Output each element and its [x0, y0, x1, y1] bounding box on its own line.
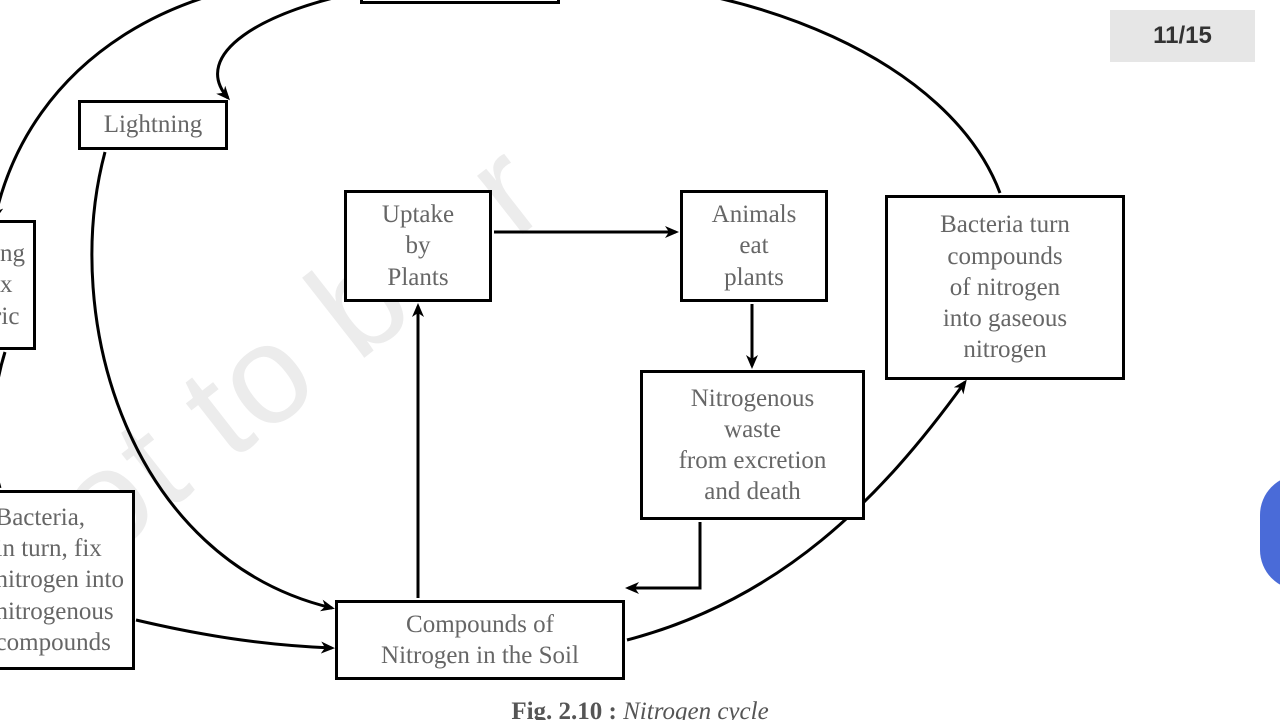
node-nitrogen: NITROGEN [360, 0, 560, 4]
side-handle[interactable] [1260, 475, 1280, 590]
page-indicator[interactable]: 11/15 [1110, 10, 1255, 62]
node-bacteria_fix-label: Bacteria, in turn, fix nitrogen into nit… [0, 502, 124, 658]
caption-bold: Fig. 2.10 : [511, 698, 623, 720]
node-bacteria_turn-label: Bacteria turn compounds of nitrogen into… [940, 209, 1070, 365]
node-lightning-label: Lightning [104, 109, 203, 140]
node-animals-label: Animals eat plants [712, 199, 797, 293]
node-fixing: ing ix ric [0, 220, 36, 350]
edge-bacteriafix-to-compounds [136, 620, 332, 648]
node-animals: Animals eat plants [680, 190, 828, 302]
node-waste: Nitrogenous waste from excretion and dea… [640, 370, 865, 520]
node-compounds-label: Compounds of Nitrogen in the Soil [381, 609, 579, 672]
edge-waste-to-compounds [628, 522, 700, 588]
node-compounds: Compounds of Nitrogen in the Soil [335, 600, 625, 680]
node-waste-label: Nitrogenous waste from excretion and dea… [679, 383, 827, 508]
node-bacteria_turn: Bacteria turn compounds of nitrogen into… [885, 195, 1125, 380]
caption-italic: Nitrogen cycle [623, 698, 769, 720]
node-fixing-label: ing ix ric [0, 238, 25, 332]
edge-fixing-to-bacteriafix [0, 352, 5, 488]
node-bacteria_fix: Bacteria, in turn, fix nitrogen into nit… [0, 490, 135, 670]
figure-caption: Fig. 2.10 : Nitrogen cycle [0, 698, 1280, 720]
node-uptake: Uptake by Plants [344, 190, 492, 302]
edge-nitrogen-to-lightning [218, 0, 370, 98]
node-lightning: Lightning [78, 100, 228, 150]
node-uptake-label: Uptake by Plants [382, 199, 454, 293]
diagram-canvas: not to be r NITROGENLightninging ix ricU… [0, 0, 1280, 720]
edge-bacteriaturn-to-nitrogen [562, 0, 1000, 193]
